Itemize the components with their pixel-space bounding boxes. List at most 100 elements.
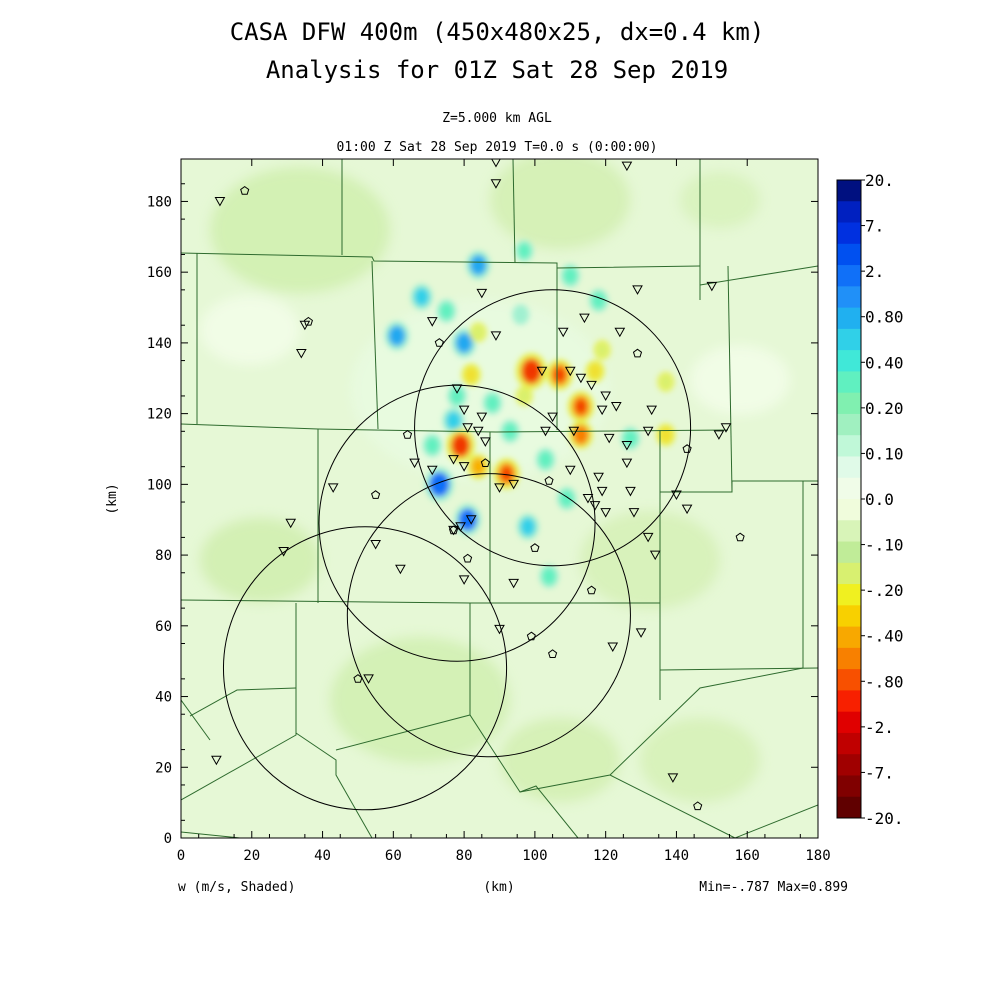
station-triangle-marker: [476, 412, 488, 423]
downdraft-spot: [445, 411, 462, 430]
downdraft-spot: [425, 437, 439, 454]
station-pentagon-marker: [303, 316, 313, 326]
station-triangle-marker: [540, 426, 551, 437]
station-triangle-marker: [635, 628, 647, 638]
x-tick-label: 80: [456, 848, 473, 864]
downdraft-spot: [458, 508, 477, 531]
downdraft-spot: [455, 332, 473, 354]
downdraft-spot: [591, 292, 606, 309]
chart-subtitle: Analysis for 01Z Sat 28 Sep 2019: [266, 56, 728, 84]
x-tick-label: 20: [243, 848, 260, 864]
updraft-core: [526, 364, 537, 379]
station-triangle-marker: [458, 575, 470, 585]
colorbar-swatch: [837, 690, 861, 713]
field-region: [210, 167, 390, 293]
colorbar-label: -.40: [865, 627, 904, 646]
colorbar-swatch: [837, 350, 861, 372]
colorbar-swatch: [837, 201, 861, 224]
updraft-spot: [464, 366, 478, 383]
station-triangle-marker: [593, 472, 604, 483]
plot-area: [180, 158, 819, 839]
station-triangle-marker: [681, 504, 693, 515]
updraft-spot: [572, 424, 589, 445]
updraft-core: [502, 467, 511, 480]
station-triangle-marker: [713, 430, 725, 440]
station-triangle-marker: [589, 501, 601, 511]
x-tick-label: 180: [805, 848, 830, 864]
y-tick-label: 120: [147, 407, 172, 423]
station-pentagon-marker: [353, 674, 363, 683]
station-triangle-marker: [409, 458, 420, 469]
colorbar-label: -.10: [865, 536, 904, 555]
county-boundaries: [181, 159, 818, 838]
x-tick-label: 160: [735, 848, 760, 864]
colorbar-label: 0.40: [865, 353, 904, 372]
station-triangle-marker: [448, 455, 459, 465]
downdraft-spot: [414, 287, 430, 307]
station-triangle-marker: [646, 405, 658, 416]
station-triangle-marker: [458, 462, 470, 472]
station-pentagon-marker: [693, 801, 703, 811]
field-region: [500, 718, 620, 802]
updraft-spot: [588, 363, 602, 380]
station-pentagon-marker: [480, 458, 490, 467]
station-triangle-marker: [607, 642, 619, 653]
station-pentagon-marker: [586, 585, 597, 595]
station-triangle-marker: [536, 366, 548, 377]
radar-range-ring: [414, 289, 692, 567]
station-triangle-marker: [490, 331, 502, 341]
downdraft-spot: [520, 517, 536, 536]
y-tick-label: 20: [155, 760, 172, 776]
x-axis-label: (km): [483, 880, 514, 895]
downdraft-spot: [517, 243, 531, 259]
x-axis: 0 20 40 60 80 100 120 140 160 180: [177, 159, 831, 864]
w-spots: [384, 240, 676, 588]
station-triangle-marker: [211, 755, 222, 766]
field-region: [330, 637, 510, 763]
field-region: [200, 295, 300, 365]
station-triangle-marker: [327, 483, 339, 493]
colorbar-swatch: [837, 775, 861, 798]
station-triangle-marker: [649, 550, 661, 561]
colorbar-swatch: [837, 711, 861, 734]
y-tick-label: 40: [155, 690, 172, 706]
station-triangle-marker: [490, 179, 502, 189]
chart-title: CASA DFW 400m (450x480x25, dx=0.4 km): [230, 18, 765, 46]
station-triangle-marker: [621, 161, 633, 172]
station-triangle-marker: [600, 508, 612, 518]
colorbar-label: 0.80: [865, 308, 904, 327]
field-region: [680, 172, 760, 228]
station-triangle-marker: [491, 159, 501, 168]
downdraft-spot: [485, 394, 500, 412]
station-triangle-marker: [451, 384, 463, 394]
downdraft-spot: [563, 267, 577, 284]
station-triangle-marker: [632, 285, 643, 295]
downdraft-spot: [388, 325, 406, 347]
station-triangle-marker: [508, 578, 520, 589]
station-triangle-marker: [472, 426, 484, 437]
station-pentagon-marker: [735, 532, 745, 542]
station-triangle-marker: [625, 486, 636, 497]
field-region: [200, 518, 320, 602]
colorbar-label: -2.: [865, 718, 894, 737]
station-triangle-marker: [285, 518, 297, 529]
station-triangle-marker: [706, 281, 718, 292]
station-triangle-marker: [603, 433, 615, 444]
station-triangle-marker: [642, 532, 654, 543]
station-triangle-marker: [426, 465, 438, 476]
colorbar-swatch: [837, 371, 861, 394]
station-triangle-marker: [278, 547, 289, 557]
colorbar-swatch: [837, 647, 861, 670]
station-pentagon-marker: [402, 429, 413, 439]
y-tick-label: 0: [164, 831, 172, 847]
radar-range-ring: [346, 473, 631, 758]
colorbar-swatch: [837, 796, 861, 819]
downdraft-spot: [450, 387, 464, 405]
station-triangle-marker: [720, 423, 732, 433]
y-axis-label: (km): [105, 483, 120, 514]
station-triangle-marker: [579, 313, 590, 324]
colorbar-swatch: [837, 732, 861, 755]
station-pentagon-marker: [448, 525, 459, 535]
updraft-spot: [660, 374, 672, 389]
